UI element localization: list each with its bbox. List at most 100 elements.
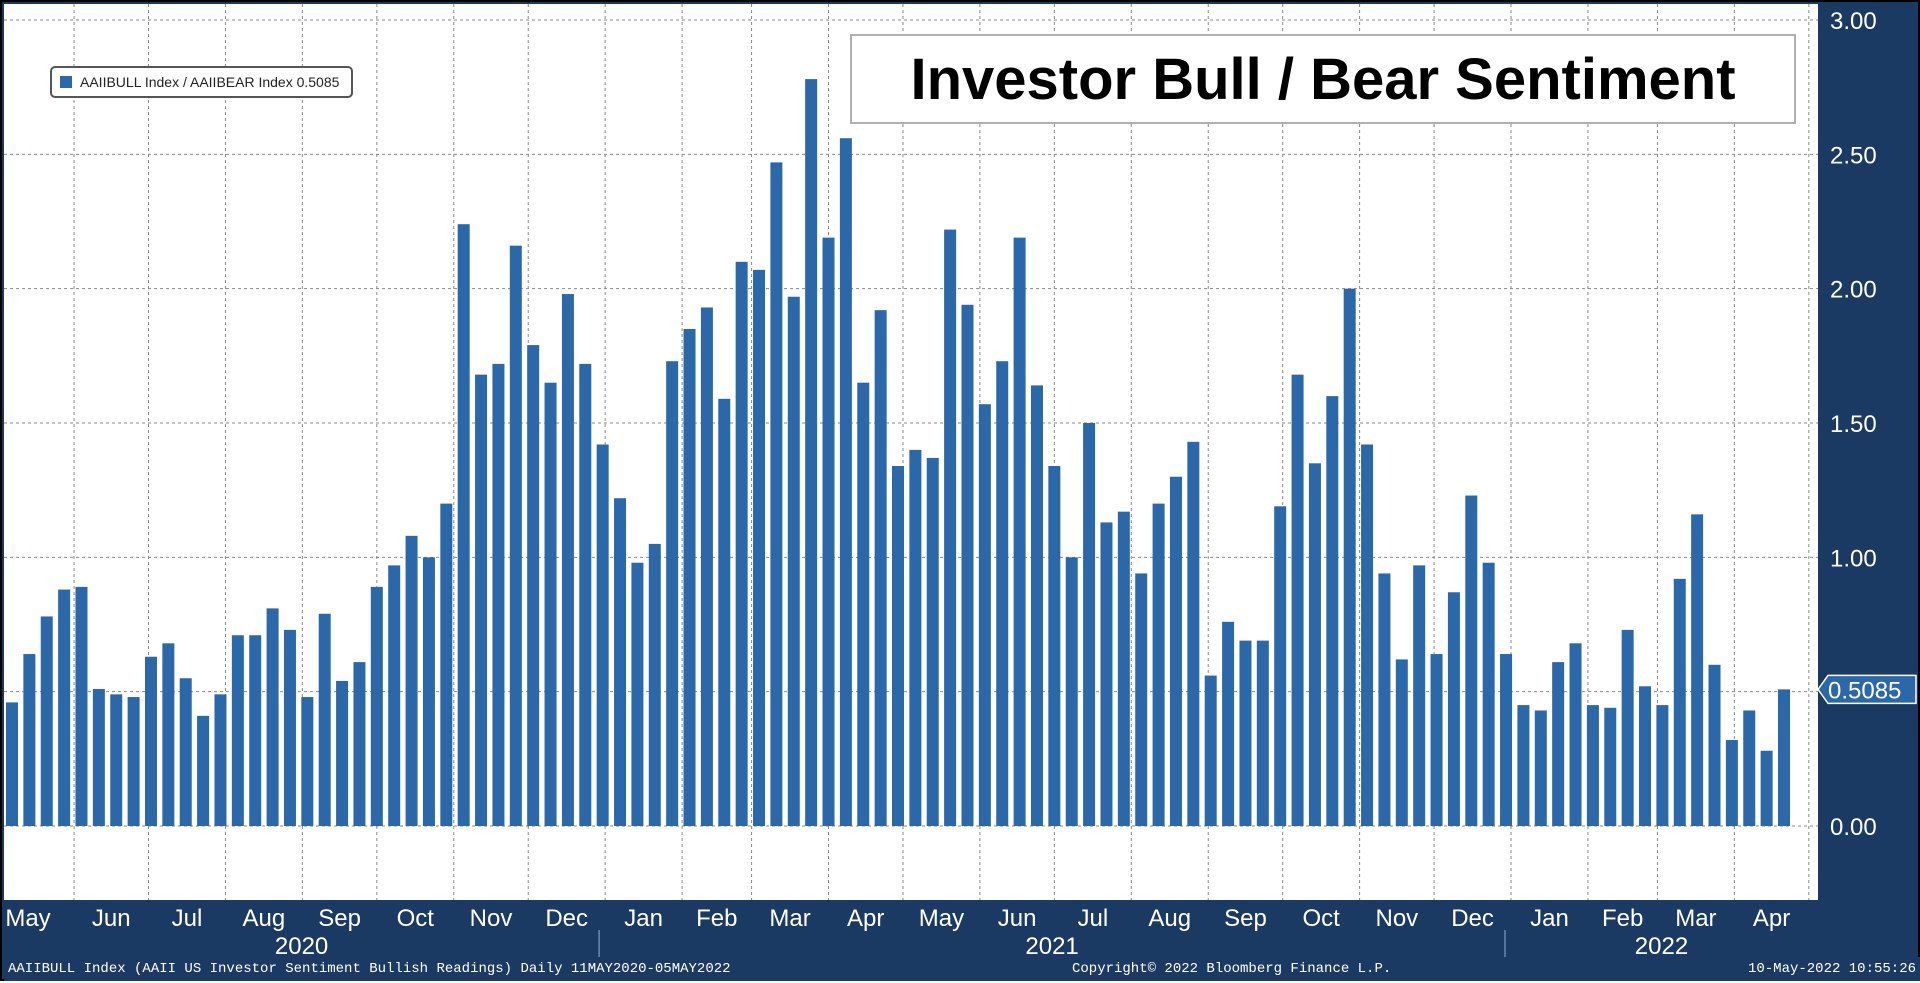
- bar: [579, 363, 592, 826]
- x-tick-label: Oct: [1302, 905, 1340, 932]
- bar: [197, 715, 210, 826]
- x-tick-label: Jan: [1530, 905, 1569, 932]
- bar: [874, 310, 887, 826]
- x-year-label: 2022: [1635, 933, 1688, 960]
- bar: [527, 345, 540, 826]
- footer-bar: AAIIBULL Index (AAII US Investor Sentime…: [4, 957, 1920, 981]
- bar: [1065, 557, 1078, 826]
- bar: [544, 382, 557, 826]
- bar: [6, 702, 18, 826]
- bar: [475, 374, 488, 826]
- bar: [1117, 511, 1130, 826]
- bar: [1413, 565, 1426, 826]
- bar: [1534, 710, 1547, 826]
- bar: [909, 449, 922, 826]
- x-axis: May Jun Jul Aug Sep Oct Nov Dec Jan Feb Mar Apr May J…: [5, 905, 1790, 960]
- bar: [370, 586, 383, 826]
- bar: [1048, 465, 1061, 826]
- bar: [1291, 374, 1304, 826]
- bar: [1604, 707, 1617, 826]
- bar: [631, 562, 644, 826]
- bar: [1361, 444, 1374, 826]
- bar: [1569, 643, 1582, 826]
- bar: [1030, 385, 1043, 826]
- bar: [388, 565, 401, 826]
- bar-layer: [6, 79, 1790, 827]
- x-tick-label: May: [919, 905, 964, 932]
- bar: [1621, 629, 1634, 826]
- x-tick-label: Aug: [1148, 905, 1191, 932]
- y-tick-label: 3.00: [1830, 8, 1877, 35]
- bar: [283, 629, 296, 826]
- bar: [1482, 562, 1495, 826]
- y-tick-label: 2.50: [1830, 142, 1877, 169]
- bar: [214, 694, 227, 826]
- x-tick-label: Sep: [1224, 905, 1267, 932]
- last-value-label: 0.5085: [1828, 677, 1901, 704]
- bar: [648, 543, 661, 826]
- bar: [1169, 476, 1182, 826]
- bar: [110, 694, 123, 826]
- x-tick-label: Nov: [470, 905, 513, 932]
- bar: [944, 229, 957, 826]
- bar: [1725, 740, 1738, 826]
- bar: [1239, 640, 1252, 826]
- x-tick-label: Jan: [624, 905, 663, 932]
- bar: [92, 688, 105, 826]
- legend-label: AAIIBULL Index / AAIIBEAR Index 0.5085: [80, 74, 340, 90]
- x-tick-label: Apr: [1753, 905, 1790, 932]
- bar: [666, 361, 679, 826]
- x-tick-label: Aug: [243, 905, 286, 932]
- bar: [422, 557, 435, 826]
- x-tick-label: Mar: [769, 905, 810, 932]
- bar: [978, 404, 991, 826]
- x-tick-label: Mar: [1675, 905, 1716, 932]
- bar: [1135, 573, 1148, 826]
- chart-title-box: Investor Bull / Bear Sentiment: [850, 34, 1796, 124]
- bar: [926, 457, 939, 826]
- bar: [1326, 396, 1339, 826]
- bar: [1656, 705, 1669, 826]
- bar: [144, 656, 157, 826]
- bar: [996, 361, 1009, 826]
- bar: [857, 382, 870, 826]
- x-tick-label: Dec: [1451, 905, 1494, 932]
- bar: [1465, 495, 1478, 826]
- footer-copyright: Copyright© 2022 Bloomberg Finance L.P.: [1072, 961, 1392, 977]
- bar: [1256, 640, 1269, 826]
- bar: [509, 245, 522, 826]
- bar: [75, 586, 88, 826]
- bar: [1500, 654, 1513, 826]
- legend: AAIIBULL Index / AAIIBEAR Index 0.5085: [50, 66, 354, 98]
- bar: [1691, 514, 1704, 826]
- bar: [492, 363, 505, 826]
- bar: [162, 643, 175, 826]
- bar: [405, 535, 418, 826]
- bar: [1778, 689, 1790, 826]
- bar: [1552, 662, 1565, 826]
- y-axis: 0.000.501.001.502.002.503.00: [1830, 8, 1877, 841]
- x-tick-label: Jun: [92, 905, 131, 932]
- bar: [1100, 522, 1113, 826]
- bar: [1517, 705, 1530, 826]
- bar: [1378, 573, 1391, 826]
- bar: [700, 307, 713, 826]
- bar: [127, 697, 140, 826]
- bar: [1673, 578, 1686, 826]
- y-tick-label: 0.00: [1830, 814, 1877, 841]
- bar: [353, 662, 366, 826]
- bar: [40, 616, 53, 826]
- bar: [614, 498, 627, 826]
- y-tick-label: 2.00: [1830, 277, 1877, 304]
- bar: [457, 224, 470, 827]
- bar: [735, 261, 748, 826]
- bar: [1152, 503, 1165, 826]
- last-value-badge: [1817, 674, 1917, 705]
- bar: [961, 304, 974, 827]
- bar: [301, 697, 314, 826]
- bar: [1743, 710, 1756, 826]
- bar: [1343, 288, 1356, 827]
- bar: [1447, 592, 1460, 826]
- bar: [753, 269, 766, 826]
